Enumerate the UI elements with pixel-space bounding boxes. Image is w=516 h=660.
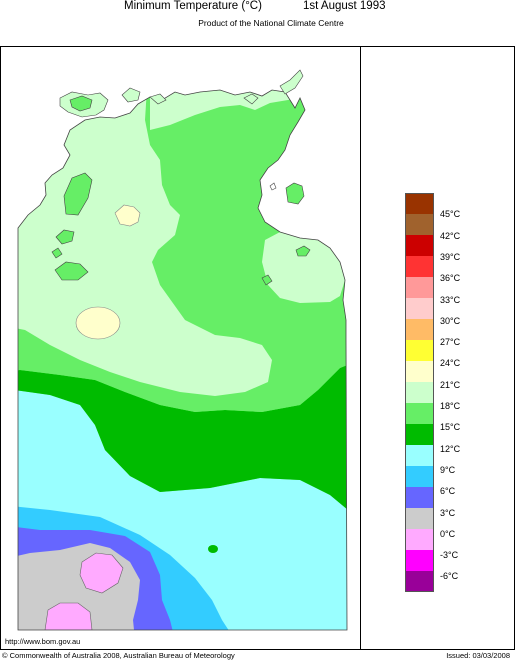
panel-divider xyxy=(360,46,361,650)
legend-label: 24°C xyxy=(440,358,461,369)
legend-swatch xyxy=(405,424,434,445)
zone-neg3-south xyxy=(44,602,93,630)
zone-12-region xyxy=(18,360,347,520)
legend-label: 42°C xyxy=(440,230,461,241)
source-url[interactable]: http://www.bom.gov.au xyxy=(5,637,81,646)
temperature-map xyxy=(17,69,348,631)
legend-swatch xyxy=(405,193,434,214)
issued-date: Issued: 03/03/2008 xyxy=(446,651,510,660)
title-text: Minimum Temperature (°C) xyxy=(124,0,262,12)
legend-label: 15°C xyxy=(440,422,461,433)
legend-swatch xyxy=(405,529,434,550)
legend-label: 0°C xyxy=(440,528,456,539)
island-groote xyxy=(285,182,305,205)
legend-swatch xyxy=(405,214,434,235)
legend-label: 18°C xyxy=(440,401,461,411)
island-east-2 xyxy=(261,274,273,286)
zone-18-east-region xyxy=(262,232,345,303)
legend-swatch xyxy=(405,319,434,340)
legend-label: 39°C xyxy=(440,251,461,262)
island-sir-edward xyxy=(295,245,311,257)
legend-label: 30°C xyxy=(440,315,461,326)
island-elcho xyxy=(243,93,259,105)
title-date: 1st August 1993 xyxy=(303,0,386,12)
island-bonaparte-2 xyxy=(55,229,75,245)
legend-swatch xyxy=(405,508,434,529)
island-croker xyxy=(121,87,141,103)
copyright-text: © Commonwealth of Australia 2008, Austra… xyxy=(2,651,235,660)
zone-neg3-east xyxy=(79,552,124,594)
legend-swatch xyxy=(405,550,434,571)
subtitle-text: Product of the National Climate Centre xyxy=(198,18,344,28)
legend-label: 21°C xyxy=(440,379,461,390)
legend-swatch xyxy=(405,340,434,361)
island-wessel xyxy=(279,69,304,95)
legend-label: 3°C xyxy=(440,507,456,518)
legend-label: 33°C xyxy=(440,294,461,305)
island-melville-green xyxy=(69,95,93,112)
zone-24-west xyxy=(75,306,121,340)
legend-label: -3°C xyxy=(440,550,459,561)
legend-swatch xyxy=(405,298,434,319)
legend-swatch xyxy=(405,466,434,487)
zone-12-spot xyxy=(208,545,218,553)
zone-18-north-region xyxy=(150,90,347,130)
legend-swatch xyxy=(405,256,434,277)
legend-swatch xyxy=(405,277,434,298)
legend-label: 6°C xyxy=(440,486,456,497)
legend-label: 9°C xyxy=(440,464,456,475)
legend-swatch xyxy=(405,445,434,466)
map-subtitle: Product of the National Climate Centre xyxy=(0,18,516,28)
legend-label: -6°C xyxy=(440,571,459,582)
island-bonaparte-1 xyxy=(63,172,93,216)
legend-swatch xyxy=(405,403,434,424)
map-title: Minimum Temperature (°C) 1st August 1993 xyxy=(0,0,516,16)
island-bonaparte-4 xyxy=(51,247,63,259)
island-east-1 xyxy=(269,182,277,191)
legend-swatch xyxy=(405,571,434,592)
islands xyxy=(51,69,311,286)
legend-label: 36°C xyxy=(440,273,461,284)
island-goulburn xyxy=(149,93,167,105)
color-legend xyxy=(405,193,434,592)
legend-swatch xyxy=(405,382,434,403)
map-frame xyxy=(0,46,515,650)
legend-swatch xyxy=(405,235,434,256)
legend-swatch xyxy=(405,361,434,382)
footer: © Commonwealth of Australia 2008, Austra… xyxy=(0,651,516,660)
legend-label: 27°C xyxy=(440,337,461,348)
legend-label: 12°C xyxy=(440,443,461,454)
legend-label: 45°C xyxy=(440,209,461,220)
legend-swatch xyxy=(405,487,434,508)
zone-24-north xyxy=(114,204,141,227)
island-bonaparte-3 xyxy=(54,261,89,281)
